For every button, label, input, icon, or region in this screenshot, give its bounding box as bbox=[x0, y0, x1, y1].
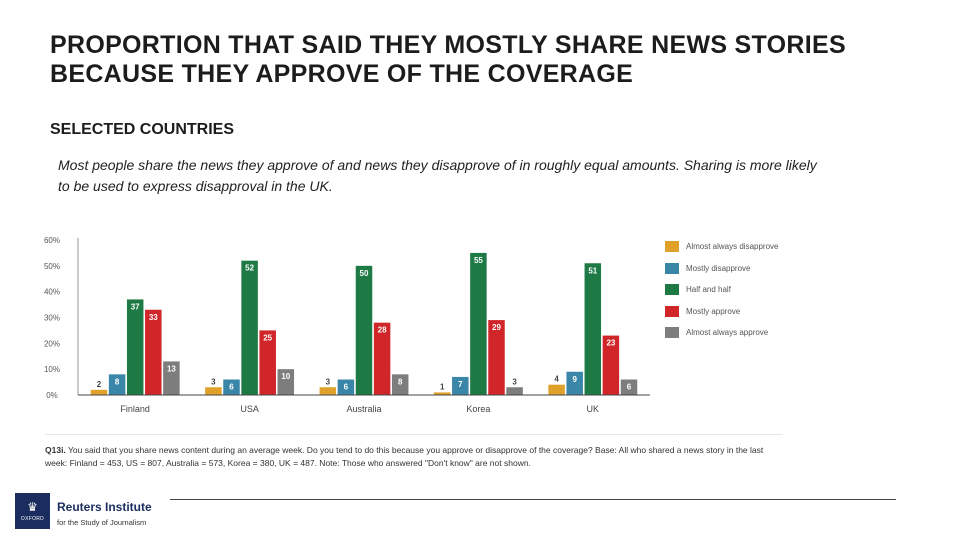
note-text: You said that you share news content dur… bbox=[45, 445, 764, 468]
crest-icon: ♛ bbox=[27, 499, 38, 514]
data-label: 6 bbox=[344, 383, 349, 392]
data-label: 52 bbox=[245, 264, 254, 273]
bar-australia-almost-always-disapprove bbox=[319, 387, 337, 395]
bar-uk-mostly-approve bbox=[602, 335, 620, 395]
bar-australia-mostly-disapprove bbox=[337, 379, 355, 395]
y-tick-label: 60% bbox=[44, 236, 60, 245]
bar-finland-almost-always-disapprove bbox=[90, 389, 108, 395]
data-label: 3 bbox=[512, 377, 517, 386]
bar-finland-almost-always-approve bbox=[163, 361, 180, 395]
data-label: 1 bbox=[440, 382, 445, 391]
survey-note: Q13i. You said that you share news conte… bbox=[45, 444, 775, 470]
legend-label: Mostly approve bbox=[686, 306, 741, 316]
bar-uk-almost-always-disapprove bbox=[548, 384, 565, 395]
bar-usa-mostly-approve bbox=[259, 330, 276, 395]
data-label: 3 bbox=[326, 377, 331, 386]
data-label: 8 bbox=[115, 377, 120, 386]
x-tick-label: Australia bbox=[346, 404, 381, 414]
data-label: 55 bbox=[474, 256, 483, 265]
bar-korea-almost-always-disapprove bbox=[433, 392, 451, 395]
data-label: 10 bbox=[281, 372, 290, 381]
data-label: 13 bbox=[167, 364, 176, 373]
x-tick-label: Finland bbox=[120, 404, 150, 414]
bar-australia-half-and-half bbox=[355, 265, 373, 395]
data-label: 6 bbox=[229, 383, 234, 392]
bar-australia-mostly-approve bbox=[373, 322, 391, 395]
oxford-logo: ♛ OXFORD bbox=[15, 493, 50, 529]
bar-korea-half-and-half bbox=[470, 252, 487, 395]
legend-label: Almost always disapprove bbox=[686, 242, 779, 252]
y-tick-label: 10% bbox=[44, 365, 60, 374]
legend-item: Almost always disapprove bbox=[665, 236, 805, 258]
x-tick-label: Korea bbox=[466, 404, 490, 414]
bar-australia-almost-always-approve bbox=[391, 374, 409, 395]
y-tick-label: 20% bbox=[44, 339, 60, 348]
bar-korea-mostly-approve bbox=[488, 320, 505, 395]
chart-legend: Almost always disapprove Mostly disapprov… bbox=[665, 236, 805, 344]
legend-swatch bbox=[665, 284, 679, 296]
oxford-logo-text: OXFORD bbox=[20, 515, 45, 522]
note-question-id: Q13i. bbox=[45, 445, 66, 455]
data-label: 29 bbox=[492, 323, 501, 332]
institute-name: Reuters Institute bbox=[57, 500, 152, 514]
data-label: 25 bbox=[263, 333, 272, 342]
legend-item: Almost always approve bbox=[665, 322, 805, 344]
slide-subtitle: SELECTED COUNTRIES bbox=[50, 121, 235, 138]
data-label: 4 bbox=[554, 375, 559, 384]
institute-tagline: for the Study of Journalism bbox=[57, 518, 147, 527]
bar-uk-almost-always-approve bbox=[620, 379, 638, 395]
data-label: 9 bbox=[572, 375, 577, 384]
data-label: 33 bbox=[149, 313, 158, 322]
bar-korea-mostly-disapprove bbox=[452, 376, 469, 395]
data-label: 3 bbox=[211, 377, 216, 386]
bar-finland-half-and-half bbox=[126, 299, 144, 395]
y-tick-label: 50% bbox=[44, 262, 60, 271]
legend-swatch bbox=[665, 305, 679, 317]
slide-title: PROPORTION THAT SAID THEY MOSTLY SHARE N… bbox=[50, 31, 846, 88]
footer-rule bbox=[170, 499, 896, 500]
legend-item: Mostly disapprove bbox=[665, 258, 805, 280]
x-tick-label: USA bbox=[240, 404, 259, 414]
x-tick-label: UK bbox=[587, 404, 600, 414]
note-divider bbox=[45, 434, 783, 435]
data-label: 7 bbox=[458, 380, 463, 389]
data-label: 2 bbox=[97, 380, 102, 389]
legend-swatch bbox=[665, 327, 679, 339]
bar-usa-mostly-disapprove bbox=[223, 379, 240, 395]
bar-finland-mostly-approve bbox=[145, 309, 162, 395]
data-label: 6 bbox=[627, 383, 632, 392]
bar-usa-almost-always-disapprove bbox=[205, 387, 222, 395]
data-label: 51 bbox=[588, 266, 597, 275]
data-label: 37 bbox=[131, 302, 140, 311]
data-label: 50 bbox=[360, 269, 369, 278]
slide-description: Most people share the news they approve … bbox=[58, 157, 817, 194]
y-tick-label: 40% bbox=[44, 288, 60, 297]
legend-item: Half and half bbox=[665, 279, 805, 301]
legend-swatch bbox=[665, 241, 679, 253]
legend-label: Mostly disapprove bbox=[686, 263, 751, 273]
data-label: 8 bbox=[398, 377, 403, 386]
bar-usa-almost-always-approve bbox=[277, 369, 295, 395]
bar-uk-mostly-disapprove bbox=[566, 371, 583, 395]
bar-uk-half-and-half bbox=[584, 263, 602, 395]
legend-label: Almost always approve bbox=[686, 328, 769, 338]
data-label: 28 bbox=[378, 326, 387, 335]
bar-finland-mostly-disapprove bbox=[108, 374, 126, 395]
bar-usa-half-and-half bbox=[241, 260, 258, 395]
bar-korea-almost-always-approve bbox=[506, 387, 523, 395]
legend-item: Mostly approve bbox=[665, 301, 805, 323]
legend-label: Half and half bbox=[686, 285, 731, 295]
y-tick-label: 0% bbox=[46, 391, 58, 400]
data-label: 23 bbox=[606, 339, 615, 348]
y-tick-label: 30% bbox=[44, 314, 60, 323]
legend-swatch bbox=[665, 262, 679, 274]
